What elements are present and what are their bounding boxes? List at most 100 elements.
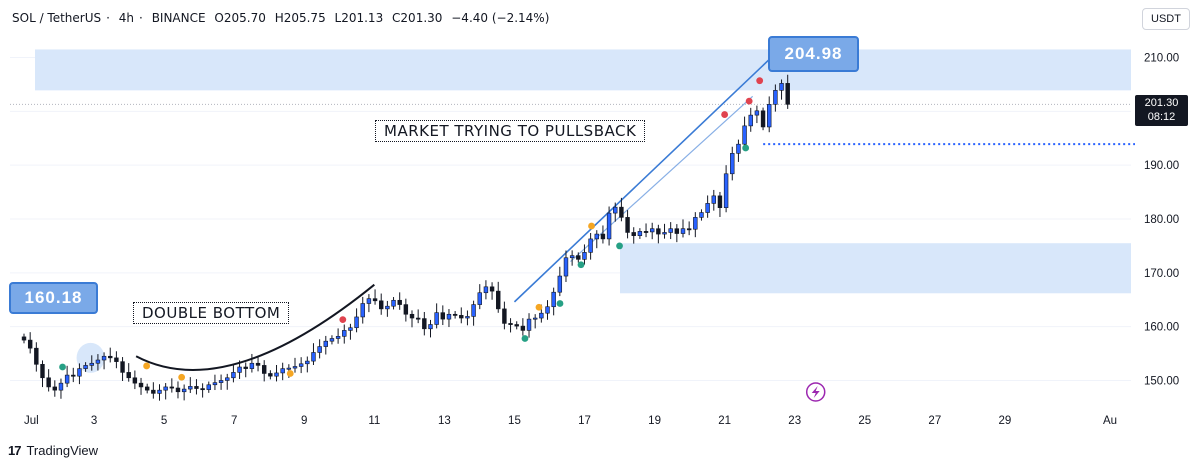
candle-body [138,382,144,388]
candle [465,310,470,326]
bar-countdown: 08:12 [1147,111,1176,123]
price-axis[interactable]: 150.00 160.00 170.00 180.00 190.00 210.00 [1144,53,1179,388]
candle [169,378,175,393]
brand-name: TradingView [26,443,99,458]
candle-body [151,389,156,394]
candle [699,209,704,221]
interval-label[interactable]: 4h [118,11,135,25]
candle [206,381,211,393]
candle-body [465,316,470,319]
candle-body [231,372,236,379]
candle-body [329,338,335,342]
candle [637,228,643,239]
candle [323,335,328,355]
candle-body [767,104,772,128]
signal-dot-red [756,77,764,85]
candle-body [274,372,279,377]
candle-body [335,336,341,339]
candle-body [397,299,402,305]
candle-body [471,304,476,317]
candle-body [157,389,162,394]
candle [428,319,433,338]
candle-body [582,252,587,260]
candle [760,107,766,131]
symbol-name[interactable]: SOL / TetherUS [12,11,102,25]
chart-grid [10,57,1131,381]
candle [34,342,39,372]
candle [40,360,45,388]
candle-body [108,355,113,359]
currency-unit-button[interactable]: USDT [1142,8,1190,30]
footer-branding[interactable]: 17 TradingView [8,443,98,458]
candle [101,352,107,370]
candle-body [539,312,544,319]
candle [132,370,138,390]
candle-body [52,386,58,391]
candle [255,355,261,372]
candle [71,367,76,383]
candle [723,165,729,213]
candle [477,284,482,310]
price-tick-label: 150.00 [1144,375,1179,387]
candle-body [188,386,193,390]
candle [46,369,51,392]
candle [397,292,402,310]
signal-dot-green [521,335,529,342]
time-tick-label: 7 [231,415,237,427]
candle [717,191,723,217]
time-tick-label: 23 [788,415,801,427]
time-tick-label: 19 [648,415,661,427]
candle-body [699,212,704,218]
signal-dots [59,77,764,381]
candle-body [674,228,680,234]
last-price-value: 201.30 [1144,97,1179,109]
candle-body [514,324,519,327]
candle-body [594,233,599,240]
candle [342,324,347,344]
lightning-icon[interactable] [805,382,826,402]
candle-body [243,366,248,369]
candle-body [483,286,489,294]
last-price-badge: 201.30 08:12 [1135,95,1188,126]
candle-body [280,368,285,374]
double-bottom-curve [135,283,375,371]
candle-body [132,377,138,384]
candle [502,301,507,330]
candle-body [385,305,390,310]
candle-body [613,206,618,214]
candle-body [255,362,261,366]
candle-body [717,195,723,208]
candle-body [126,372,131,379]
time-tick-label: 5 [161,415,167,427]
candle [335,328,341,344]
candle-body [625,217,630,233]
signal-dot-red [745,97,753,105]
candle-body [212,382,218,386]
candle [496,281,501,313]
candle [144,383,150,394]
candle [120,357,125,382]
candle-body [631,232,636,236]
candle-body [428,324,433,330]
candle [360,296,365,324]
candle [483,280,489,300]
candle-body [40,364,45,379]
candle [200,383,205,398]
candle-body [83,365,88,369]
candle [21,333,27,344]
time-axis[interactable]: Jul 3 5 7 9 11 13 15 17 19 21 23 25 27 29 Au [24,415,1117,427]
time-tick-label: 27 [928,415,941,427]
candle-body [249,362,255,369]
candle-body [422,318,427,330]
candle [785,74,790,109]
candle [569,250,575,266]
candle-body [508,323,513,325]
candle-body [120,361,125,373]
candle-body [588,238,593,253]
candle-body [619,206,624,218]
candle [409,310,415,328]
candle-body [711,195,716,204]
candle [175,381,181,399]
signal-dot-green [616,242,623,250]
